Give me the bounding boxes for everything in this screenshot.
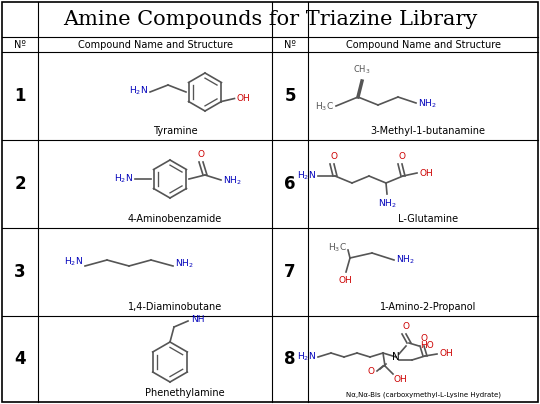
Text: Compound Name and Structure: Compound Name and Structure — [78, 40, 233, 50]
Text: HO: HO — [420, 341, 434, 349]
Text: 6: 6 — [284, 175, 296, 193]
Text: O: O — [402, 322, 409, 331]
Text: NH$_2$: NH$_2$ — [418, 98, 437, 110]
Text: O: O — [421, 334, 428, 343]
Text: N: N — [392, 352, 400, 362]
Text: H$_2$N: H$_2$N — [64, 256, 83, 268]
Text: 4-Aminobenzamide: 4-Aminobenzamide — [128, 214, 222, 224]
Text: 3: 3 — [14, 263, 26, 281]
Text: NH$_2$: NH$_2$ — [396, 254, 415, 266]
Text: 1: 1 — [14, 87, 26, 105]
Text: OH: OH — [338, 276, 352, 285]
Text: NH$_2$: NH$_2$ — [377, 197, 396, 210]
Text: NH$_2$: NH$_2$ — [223, 175, 241, 187]
Text: Tyramine: Tyramine — [153, 126, 197, 136]
Text: Nα,Nα-Bis (carboxymethyl-L-Lysine Hydrate): Nα,Nα-Bis (carboxymethyl-L-Lysine Hydrat… — [346, 392, 501, 398]
Text: H$_3$C: H$_3$C — [328, 242, 347, 254]
Text: 3-Methyl-1-butanamine: 3-Methyl-1-butanamine — [370, 126, 485, 136]
Text: 8: 8 — [284, 350, 296, 368]
Text: 1-Amino-2-Propanol: 1-Amino-2-Propanol — [380, 302, 476, 312]
Text: OH: OH — [419, 168, 433, 177]
Text: 2: 2 — [14, 175, 26, 193]
Text: OH: OH — [439, 349, 453, 358]
Text: H$_3$C: H$_3$C — [315, 101, 334, 113]
Text: OH: OH — [237, 94, 250, 103]
Text: O: O — [399, 152, 406, 161]
Text: H$_2$N: H$_2$N — [114, 173, 133, 185]
Text: H$_2$N: H$_2$N — [129, 85, 148, 97]
Text: Amine Compounds for Triazine Library: Amine Compounds for Triazine Library — [63, 10, 477, 29]
Text: 7: 7 — [284, 263, 296, 281]
Text: 4: 4 — [14, 350, 26, 368]
Text: NH: NH — [191, 316, 205, 324]
Text: O: O — [198, 150, 205, 159]
Text: NH$_2$: NH$_2$ — [175, 258, 194, 270]
Text: Nº: Nº — [284, 40, 296, 50]
Text: Phenethylamine: Phenethylamine — [145, 388, 225, 398]
Text: CH$_3$: CH$_3$ — [353, 63, 371, 76]
Text: Compound Name and Structure: Compound Name and Structure — [346, 40, 501, 50]
Text: 5: 5 — [284, 87, 296, 105]
Text: H$_2$N: H$_2$N — [297, 351, 316, 363]
Text: Nº: Nº — [14, 40, 26, 50]
Text: L-Glutamine: L-Glutamine — [398, 214, 458, 224]
Text: 1,4-Diaminobutane: 1,4-Diaminobutane — [128, 302, 222, 312]
Text: O: O — [330, 152, 338, 161]
Text: OH: OH — [394, 375, 408, 384]
Text: H$_2$N: H$_2$N — [297, 170, 316, 182]
Text: O: O — [368, 368, 375, 377]
